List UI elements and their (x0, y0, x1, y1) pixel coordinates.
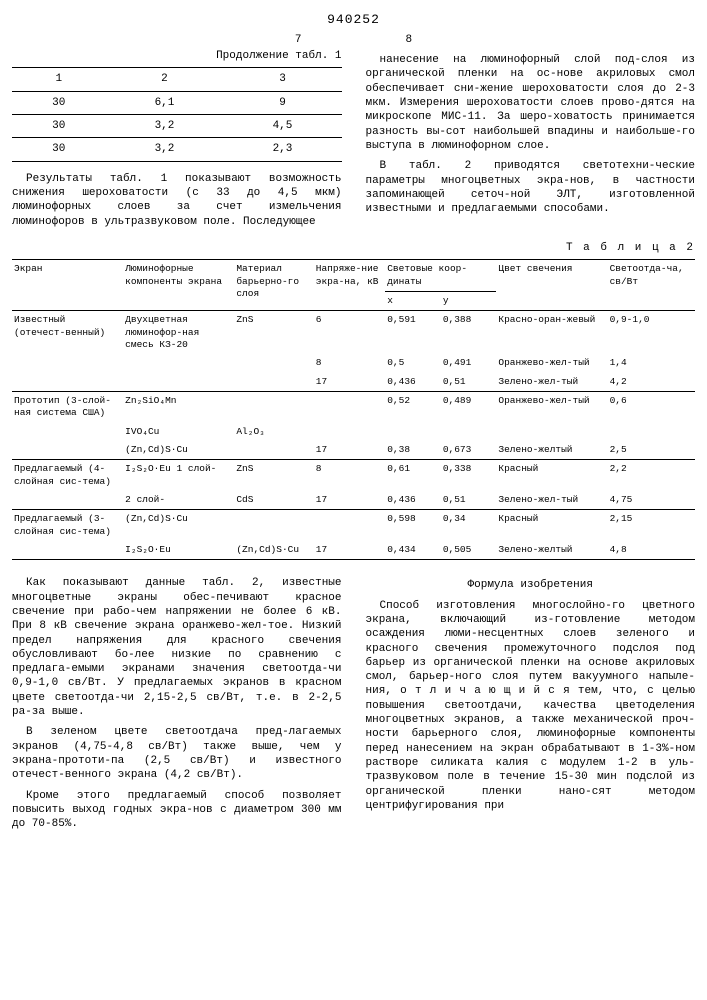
table-row: 170,4360,51Зелено-жел-тый4,2 (12, 373, 695, 392)
left-column-lower: Как показывают данные табл. 2, известные… (12, 570, 342, 837)
right-column-upper: 8 нанесение на люминофорный слой под-сло… (366, 33, 696, 235)
table-row: Предлагаемый (4-слойная сис-тема)I₂S₂O·E… (12, 460, 695, 491)
page-left: 7 (12, 33, 342, 47)
table-row: Известный (отечест-венный)Двухцветная лю… (12, 311, 695, 355)
t2-header-row: Экран Люминофорные компоненты экрана Мат… (12, 260, 695, 292)
table-row: 303,22,3 (12, 138, 342, 161)
table-row: 303,24,5 (12, 115, 342, 138)
right-p1: Способ изготовления многослойно-го цветн… (366, 599, 696, 813)
table-row: (Zn,Cd)S·Cu170,380,673Зелено-желтый2,5 (12, 441, 695, 460)
left-p1: Как показывают данные табл. 2, известные… (12, 576, 342, 719)
t1-h3: 3 (223, 68, 341, 91)
table-row: 2 слой-CdS170,4360,51Зелено-жел-тый4,75 (12, 491, 695, 510)
left-column-upper: 7 Продолжение табл. 1 1 2 3 306,19 303,2… (12, 33, 342, 235)
table1-continuation: Продолжение табл. 1 (12, 49, 342, 63)
table-1: 1 2 3 306,19 303,24,5 303,22,3 (12, 67, 342, 161)
table-row: IVO₄CuAl₂O₃ (12, 423, 695, 441)
t1-h1: 1 (12, 68, 105, 91)
table1-header-row: 1 2 3 (12, 68, 342, 91)
table-2: Экран Люминофорные компоненты экрана Мат… (12, 259, 695, 560)
left-text-1: Результаты табл. 1 показывают возможност… (12, 172, 342, 229)
t1-h2: 2 (105, 68, 223, 91)
right-text-1: нанесение на люминофорный слой под-слоя … (366, 53, 696, 153)
right-column-lower: Формула изобретения Способ изготовления … (366, 570, 696, 837)
table-row: Предлагаемый (3-слойная сис-тема)(Zn,Cd)… (12, 510, 695, 541)
table-row: 306,19 (12, 91, 342, 114)
table-row: 80,50,491Оранжево-жел-тый1,4 (12, 354, 695, 372)
table-row: I₂S₂O·Eu(Zn,Cd)S·Cu170,4340,505Зелено-же… (12, 541, 695, 560)
upper-columns: 7 Продолжение табл. 1 1 2 3 306,19 303,2… (12, 33, 695, 235)
table-row: Прототип (3-слой-ная система США)Zn₂SiO₄… (12, 391, 695, 422)
left-p3: Кроме этого предлагаемый способ позволяе… (12, 789, 342, 832)
right-text-2: В табл. 2 приводятся светотехни-ческие п… (366, 159, 696, 216)
page-right: 8 (366, 33, 696, 47)
lower-columns: Как показывают данные табл. 2, известные… (12, 570, 695, 837)
formula-title: Формула изобретения (366, 578, 696, 592)
patent-number: 940252 (12, 12, 695, 29)
table2-title: Т а б л и ц а 2 (12, 241, 695, 255)
left-p2: В зеленом цвете светоотдача пред-лагаемы… (12, 725, 342, 782)
